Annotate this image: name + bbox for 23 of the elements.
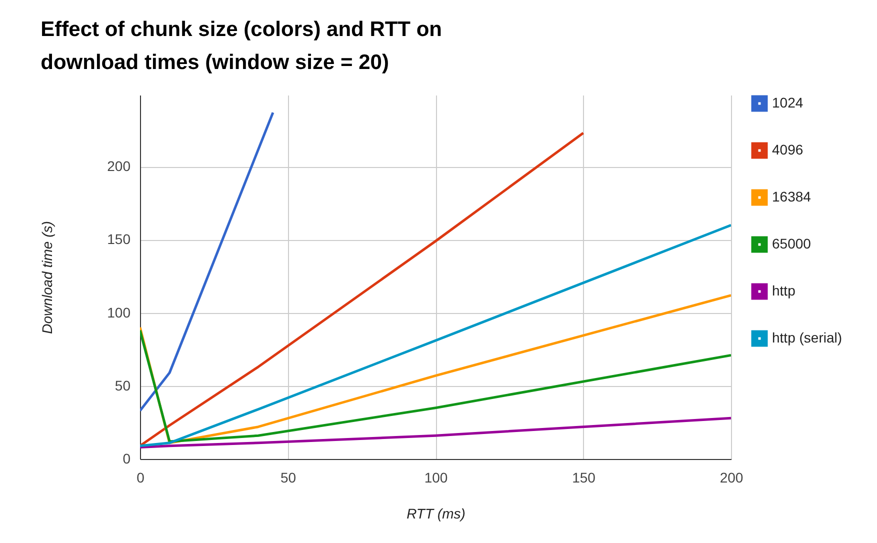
line-series (140, 416, 731, 449)
x-tick-label: 200 (720, 470, 744, 486)
x-tick-label: 50 (280, 470, 296, 486)
y-tick-label: 200 (107, 158, 131, 174)
x-tick-label: 100 (424, 470, 448, 486)
chart-title: Effect of chunk size (colors) and RTT on download times (window size = 20) (40, 18, 442, 74)
legend-label: http (serial) (772, 330, 842, 346)
x-tick-label: 0 (136, 470, 145, 486)
legend-label: 65000 (772, 236, 812, 252)
legend-label: 1024 (772, 94, 804, 110)
legend-label: 16384 (772, 188, 812, 204)
y-tick-label: 100 (107, 304, 131, 320)
x-tick-label: 150 (572, 470, 596, 486)
y-tick-label: 0 (122, 450, 131, 466)
y-tick-label: 50 (114, 377, 131, 394)
y-tick-label: 150 (107, 231, 131, 248)
y-axis-title: Download time (s) (39, 221, 56, 334)
x-axis-title: RTT (ms) (406, 506, 466, 522)
line-series (140, 132, 584, 448)
line-series (140, 329, 731, 443)
line-series (140, 224, 731, 448)
legend-label: 4096 (772, 142, 804, 158)
legend-label: http (772, 282, 796, 298)
